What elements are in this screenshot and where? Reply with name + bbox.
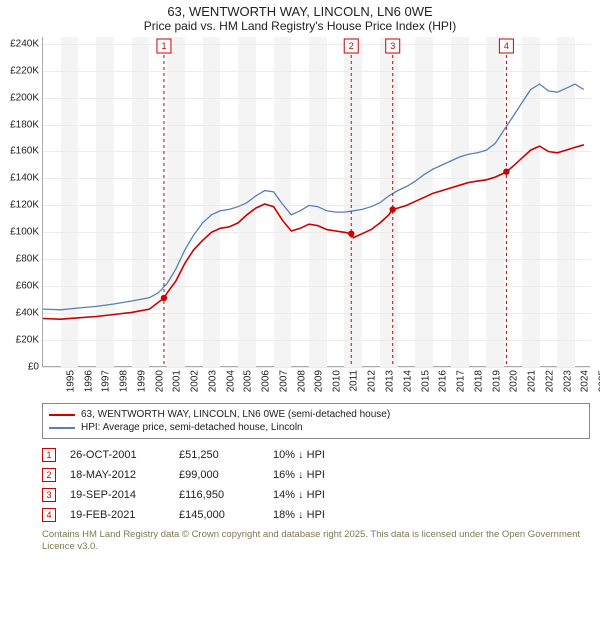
chart-title: 63, WENTWORTH WAY, LINCOLN, LN6 0WE Pric… bbox=[0, 0, 600, 35]
x-tick-label: 2013 bbox=[384, 370, 395, 392]
x-tick-label: 2000 bbox=[154, 370, 165, 392]
y-tick-label: £240K bbox=[10, 38, 43, 49]
legend-swatch bbox=[49, 414, 75, 416]
x-tick-label: 2003 bbox=[207, 370, 218, 392]
legend-swatch bbox=[49, 427, 75, 429]
y-tick-label: £160K bbox=[10, 146, 43, 157]
legend-row: HPI: Average price, semi-detached house,… bbox=[49, 421, 583, 434]
sale-marker-number: 2 bbox=[349, 41, 354, 51]
x-tick-label: 2010 bbox=[331, 370, 342, 392]
x-tick-label: 1998 bbox=[118, 370, 129, 392]
plot-area: 1995199619971998199920002001200220032004… bbox=[42, 37, 590, 367]
y-tick-label: £0 bbox=[28, 362, 43, 373]
x-tick-label: 2019 bbox=[491, 370, 502, 392]
y-tick-label: £220K bbox=[10, 65, 43, 76]
y-tick-label: £140K bbox=[10, 173, 43, 184]
sale-table-diff: 16% ↓ HPI bbox=[273, 469, 325, 481]
hpi-series-line bbox=[43, 84, 584, 310]
sale-table-date: 26-OCT-2001 bbox=[70, 449, 165, 461]
sale-dot bbox=[390, 206, 396, 212]
x-tick-label: 2008 bbox=[296, 370, 307, 392]
x-tick-label: 2009 bbox=[314, 370, 325, 392]
y-tick-label: £20K bbox=[16, 335, 43, 346]
sale-table-row: 4 19-FEB-2021 £145,000 18% ↓ HPI bbox=[42, 505, 590, 525]
x-tick-label: 2011 bbox=[348, 370, 359, 392]
y-tick-label: £200K bbox=[10, 92, 43, 103]
sale-table-badge: 4 bbox=[42, 508, 56, 522]
sale-marker-number: 1 bbox=[161, 41, 166, 51]
sale-dot bbox=[161, 295, 167, 301]
x-tick-label: 2002 bbox=[189, 370, 200, 392]
y-gridline bbox=[43, 367, 591, 368]
chart-area: 1995199619971998199920002001200220032004… bbox=[42, 37, 590, 367]
x-tick-label: 2007 bbox=[278, 370, 289, 392]
chart-svg: 1 2 3 4 bbox=[43, 37, 591, 367]
sale-dot bbox=[348, 230, 354, 236]
x-tick-label: 2022 bbox=[544, 370, 555, 392]
sale-table-date: 18-MAY-2012 bbox=[70, 469, 165, 481]
title-address: 63, WENTWORTH WAY, LINCOLN, LN6 0WE bbox=[0, 4, 600, 19]
x-tick-label: 2001 bbox=[172, 370, 183, 392]
sale-table-badge: 1 bbox=[42, 448, 56, 462]
sale-table-date: 19-FEB-2021 bbox=[70, 509, 165, 521]
sale-table-badge: 3 bbox=[42, 488, 56, 502]
sale-marker-number: 3 bbox=[390, 41, 395, 51]
sale-table-price: £116,950 bbox=[179, 489, 259, 501]
x-tick-label: 2018 bbox=[473, 370, 484, 392]
x-tick-label: 2016 bbox=[438, 370, 449, 392]
sale-table-date: 19-SEP-2014 bbox=[70, 489, 165, 501]
x-tick-label: 2005 bbox=[243, 370, 254, 392]
x-tick-label: 2012 bbox=[367, 370, 378, 392]
sale-table-price: £51,250 bbox=[179, 449, 259, 461]
y-tick-label: £80K bbox=[16, 254, 43, 265]
sale-table-diff: 14% ↓ HPI bbox=[273, 489, 325, 501]
sale-table-badge: 2 bbox=[42, 468, 56, 482]
legend-label: 63, WENTWORTH WAY, LINCOLN, LN6 0WE (sem… bbox=[81, 409, 390, 420]
y-tick-label: £60K bbox=[16, 281, 43, 292]
sale-table-diff: 10% ↓ HPI bbox=[273, 449, 325, 461]
sale-dot bbox=[503, 168, 509, 174]
x-tick-label: 2006 bbox=[260, 370, 271, 392]
y-tick-label: £120K bbox=[10, 200, 43, 211]
y-tick-label: £100K bbox=[10, 227, 43, 238]
sale-table-row: 3 19-SEP-2014 £116,950 14% ↓ HPI bbox=[42, 485, 590, 505]
sale-table-diff: 18% ↓ HPI bbox=[273, 509, 325, 521]
title-subtitle: Price paid vs. HM Land Registry's House … bbox=[0, 19, 600, 33]
x-tick-label: 2020 bbox=[509, 370, 520, 392]
x-tick-label: 2021 bbox=[526, 370, 537, 392]
attribution-text: Contains HM Land Registry data © Crown c… bbox=[42, 529, 590, 553]
sale-marker-number: 4 bbox=[504, 41, 509, 51]
x-tick-label: 1997 bbox=[101, 370, 112, 392]
x-tick-label: 2017 bbox=[455, 370, 466, 392]
legend: 63, WENTWORTH WAY, LINCOLN, LN6 0WE (sem… bbox=[42, 403, 590, 439]
legend-row: 63, WENTWORTH WAY, LINCOLN, LN6 0WE (sem… bbox=[49, 408, 583, 421]
x-tick-label: 2024 bbox=[580, 370, 591, 392]
y-tick-label: £180K bbox=[10, 119, 43, 130]
y-tick-label: £40K bbox=[16, 308, 43, 319]
sale-table-price: £99,000 bbox=[179, 469, 259, 481]
x-tick-label: 1999 bbox=[136, 370, 147, 392]
x-tick-label: 1995 bbox=[65, 370, 76, 392]
x-tick-label: 2023 bbox=[562, 370, 573, 392]
sale-table-price: £145,000 bbox=[179, 509, 259, 521]
x-tick-label: 1996 bbox=[83, 370, 94, 392]
x-tick-label: 2004 bbox=[225, 370, 236, 392]
price-paid-series-line bbox=[43, 145, 584, 319]
sale-table-row: 1 26-OCT-2001 £51,250 10% ↓ HPI bbox=[42, 445, 590, 465]
legend-label: HPI: Average price, semi-detached house,… bbox=[81, 422, 303, 433]
x-tick-label: 2015 bbox=[420, 370, 431, 392]
sales-table: 1 26-OCT-2001 £51,250 10% ↓ HPI 2 18-MAY-2012… bbox=[42, 445, 590, 525]
x-tick-label: 2014 bbox=[402, 370, 413, 392]
sale-table-row: 2 18-MAY-2012 £99,000 16% ↓ HPI bbox=[42, 465, 590, 485]
